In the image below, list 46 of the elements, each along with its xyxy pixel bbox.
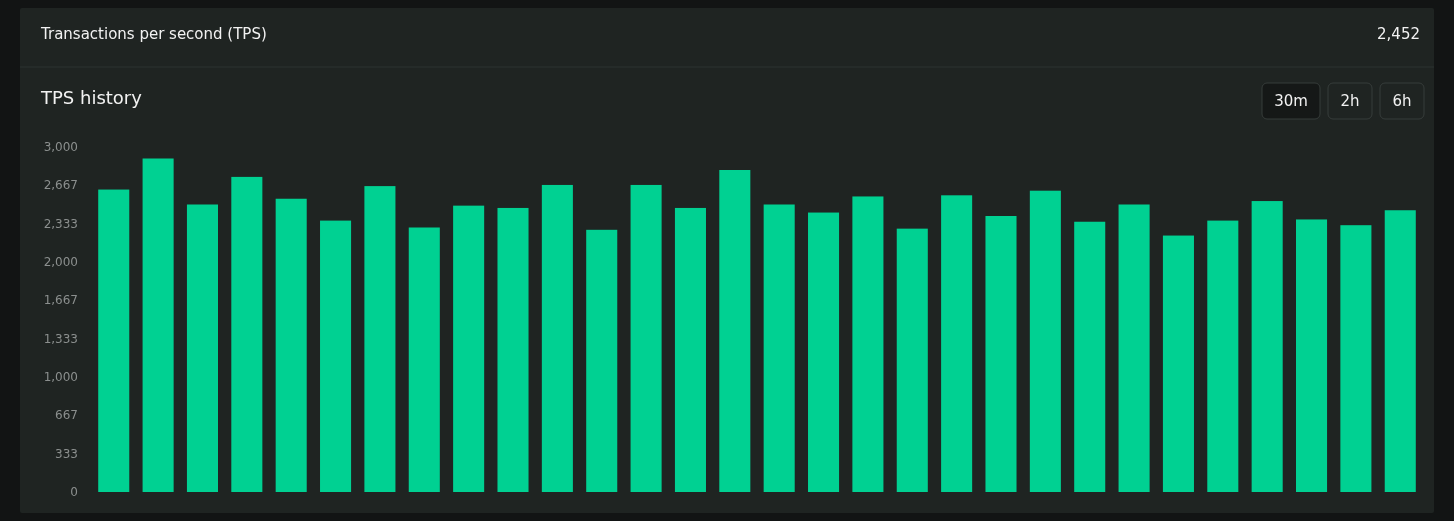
chart-title: Transactions per second (TPS) [40, 25, 267, 43]
time-range-button[interactable]: 2h [1327, 82, 1373, 120]
bar [719, 170, 751, 492]
bar [453, 205, 485, 492]
bar [1162, 235, 1194, 492]
time-range-button[interactable]: 6h [1379, 82, 1425, 120]
y-tick-label: 3,000 [43, 140, 78, 155]
bar [1296, 219, 1328, 492]
bar [674, 207, 706, 492]
y-tick-label: 2,333 [43, 216, 78, 231]
bar [941, 195, 973, 492]
y-tick-label: 1,000 [43, 370, 78, 385]
bar [1074, 221, 1106, 492]
y-tick-label: 1,667 [43, 293, 78, 308]
bar [142, 158, 174, 492]
bar [1384, 210, 1416, 492]
bar [763, 204, 795, 492]
bar [1251, 201, 1283, 492]
bar [852, 196, 884, 492]
bar [1340, 225, 1372, 492]
bar [586, 229, 618, 492]
bar [98, 189, 130, 492]
y-tick-label: 0 [70, 485, 78, 500]
bar [1118, 204, 1150, 492]
y-tick-label: 2,000 [43, 255, 78, 270]
bar [275, 198, 307, 492]
bar [364, 186, 396, 492]
chart-subtitle: TPS history [40, 87, 143, 108]
bar [630, 184, 662, 492]
time-range-button[interactable]: 30m [1261, 82, 1321, 120]
y-tick-label: 333 [55, 446, 78, 461]
bar [808, 212, 840, 492]
bar [1207, 220, 1239, 492]
bar [320, 220, 352, 492]
text: 2,452 [1377, 25, 1420, 43]
bar [186, 204, 218, 492]
y-tick-label: 667 [55, 408, 78, 423]
bar [1029, 190, 1061, 492]
bar [985, 216, 1017, 492]
y-tick-label: 1,333 [43, 331, 78, 346]
bar [497, 207, 529, 492]
y-tick-label: 2,667 [43, 178, 78, 193]
bar [896, 228, 928, 492]
bar [231, 176, 263, 492]
bar [541, 184, 573, 492]
bar [408, 227, 440, 492]
